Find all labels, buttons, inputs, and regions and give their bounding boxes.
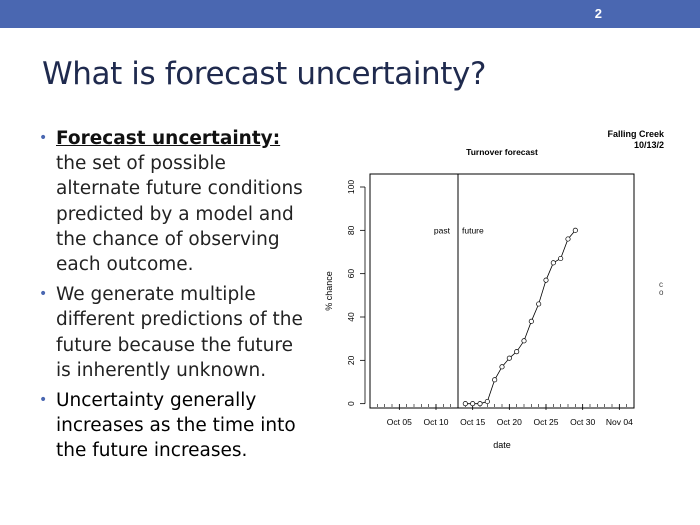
data-point — [470, 401, 476, 407]
bullet-marker: • — [39, 130, 48, 146]
y-tick-label: 0 — [346, 401, 356, 406]
x-tick-label: Nov 04 — [606, 417, 633, 427]
x-tick-label: Oct 15 — [460, 417, 485, 427]
slide-number: 2 — [594, 6, 602, 21]
data-point — [543, 277, 549, 283]
bullet-text: the set of possible alternate future con… — [56, 153, 303, 276]
data-point — [558, 255, 564, 262]
bullet-list: • Forecast uncertainty: the set of possib… — [38, 126, 313, 469]
data-point — [484, 398, 490, 405]
bullet-item: • Forecast uncertainty: the set of possib… — [38, 126, 313, 277]
y-tick-label: 20 — [346, 355, 356, 365]
chart-corner-label-line1: Falling Creek — [607, 129, 665, 139]
data-point — [477, 401, 483, 407]
data-point — [506, 355, 512, 361]
y-tick-label: 80 — [346, 225, 356, 235]
bullet-item: • Uncertainty generally increases as the … — [38, 388, 313, 464]
data-point — [550, 260, 556, 266]
y-tick-label: 100 — [346, 180, 356, 194]
bullet-item: • We generate multiple different predicti… — [38, 282, 313, 383]
data-point — [536, 301, 542, 307]
x-axis-label: date — [493, 440, 511, 450]
chart-title: Turnover forecast — [466, 147, 538, 157]
bullet-term: Forecast uncertainty: — [56, 128, 281, 149]
x-tick-label: Oct 20 — [497, 417, 522, 427]
bullet-marker: • — [39, 286, 48, 303]
x-tick-label: Oct 10 — [423, 417, 448, 427]
bullet-text: Uncertainty generally increases as the t… — [56, 390, 296, 462]
slide-header-bar: 2 — [0, 0, 700, 28]
x-tick-label: Oct 25 — [533, 417, 558, 427]
side-glyph: c — [659, 280, 663, 289]
data-point — [528, 318, 534, 324]
future-label: future — [462, 225, 484, 235]
data-point — [499, 364, 505, 370]
y-tick-label: 40 — [346, 312, 356, 322]
side-glyph: o — [659, 288, 664, 297]
slide-title: What is forecast uncertainty? — [42, 56, 487, 92]
chart-corner-label-line2: 10/13/2 — [634, 140, 664, 150]
side-glyphs: c o — [659, 281, 667, 297]
data-point — [521, 338, 527, 344]
bullet-marker: • — [39, 392, 48, 409]
data-point — [462, 401, 468, 407]
x-tick-label: Oct 05 — [387, 417, 412, 427]
plot-frame — [369, 173, 635, 409]
y-tick-label: 60 — [346, 269, 356, 279]
data-point — [572, 227, 578, 233]
forecast-series — [462, 227, 578, 407]
bullet-text: We generate multiple different predictio… — [56, 284, 303, 381]
x-tick-label: Oct 30 — [570, 417, 595, 427]
data-point — [492, 377, 498, 383]
forecast-chart: Falling Creek 10/13/2 Turnover forecast … — [324, 129, 665, 450]
past-label: past — [434, 225, 451, 235]
data-point — [565, 236, 571, 242]
data-point — [514, 349, 520, 355]
chart-axes: Oct 05 Oct 10 Oct 15 Oct 20 Oct 25 Oct 30 Nov … — [346, 180, 633, 427]
y-axis-label: % chance — [324, 271, 334, 311]
series-line — [465, 230, 576, 405]
